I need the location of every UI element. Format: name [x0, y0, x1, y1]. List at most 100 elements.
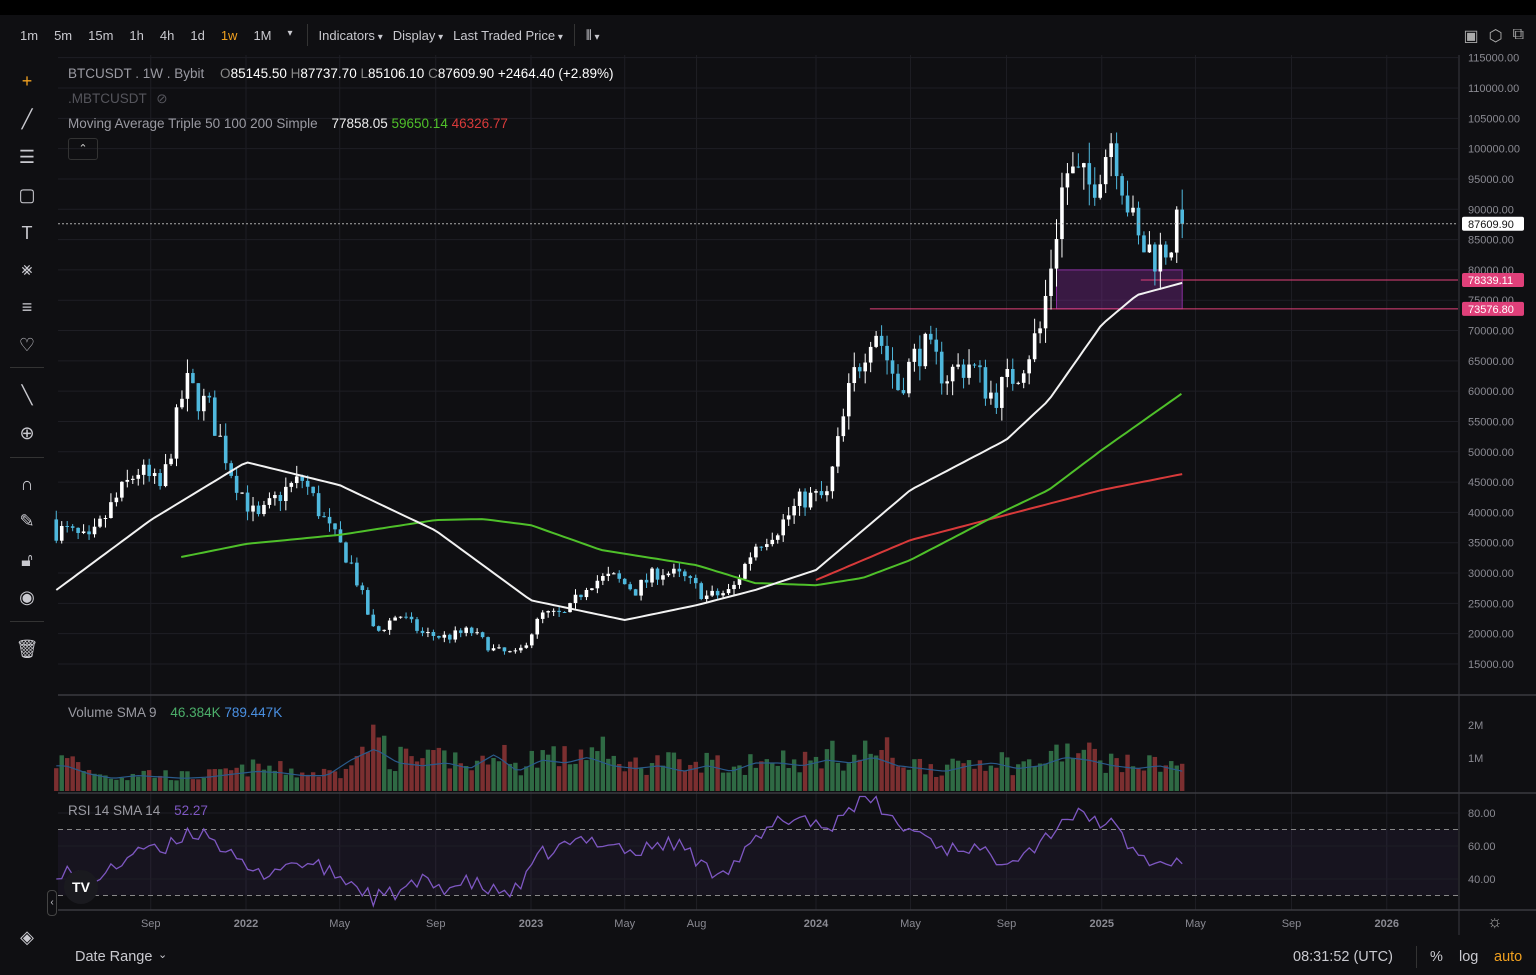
- pattern-icon[interactable]: ⨳: [21, 258, 33, 279]
- candle-body: [333, 523, 337, 530]
- candle-body: [98, 518, 102, 527]
- volume-bar: [245, 776, 250, 791]
- display-dropdown[interactable]: Display: [388, 28, 448, 43]
- candle: [759, 546, 764, 551]
- candle-body: [273, 494, 277, 499]
- ruler-icon[interactable]: ╲: [21, 384, 33, 405]
- candle: [562, 611, 567, 614]
- heart-icon[interactable]: ♡: [18, 334, 36, 355]
- timeframe-5m[interactable]: 5m: [54, 27, 73, 43]
- candle: [863, 353, 867, 384]
- candle-body: [398, 616, 403, 618]
- candle-body: [1071, 166, 1075, 174]
- trendline-icon[interactable]: ╱: [21, 108, 33, 129]
- candle-body: [759, 546, 764, 548]
- candle-body: [447, 634, 452, 640]
- settings-icon[interactable]: ⬡: [1488, 28, 1503, 45]
- volume-bar: [354, 755, 360, 791]
- volume-bar: [944, 764, 950, 791]
- timeframe-1h[interactable]: 1h: [129, 27, 144, 43]
- candle: [327, 508, 332, 532]
- candle-body: [387, 620, 392, 630]
- candle-body: [349, 562, 354, 564]
- candle: [278, 491, 283, 512]
- rectangle-icon[interactable]: ▢: [18, 184, 36, 205]
- candle-body: [256, 505, 261, 515]
- candle-body: [868, 346, 873, 363]
- candles-icon[interactable]: ⫴: [581, 27, 605, 44]
- zoom-in-icon[interactable]: ⊕: [19, 422, 35, 443]
- timeframe-1M[interactable]: 1M: [253, 27, 272, 43]
- text-icon[interactable]: T: [21, 222, 33, 243]
- candle-body: [693, 577, 698, 584]
- lock-drawing-icon[interactable]: ✎: [19, 510, 35, 531]
- candle: [240, 492, 244, 495]
- date-range-dropdown[interactable]: Date Range: [75, 949, 153, 965]
- candle-body: [305, 480, 310, 487]
- candle: [87, 525, 91, 540]
- percent-toggle[interactable]: %: [1430, 949, 1443, 965]
- volume-bar: [742, 774, 748, 791]
- candle-body: [1027, 359, 1031, 374]
- candle-body: [529, 634, 534, 646]
- candle: [956, 353, 960, 370]
- candle-body: [409, 616, 414, 620]
- auto-toggle[interactable]: auto: [1494, 949, 1523, 965]
- volume-bar: [168, 780, 174, 791]
- volume-bar: [666, 752, 671, 791]
- fullscreen-icon[interactable]: ⧉: [1512, 26, 1524, 43]
- candle: [972, 362, 977, 369]
- price-tick-label: 60000.00: [1468, 386, 1514, 398]
- candle-body: [726, 589, 731, 594]
- volume-bar: [633, 757, 638, 791]
- position-icon[interactable]: ≡: [21, 296, 33, 317]
- volume-bar: [1108, 753, 1114, 791]
- candle-body: [1158, 244, 1163, 272]
- candle-body: [748, 557, 753, 564]
- volume-bar: [1021, 761, 1026, 791]
- candle: [1082, 162, 1086, 190]
- chart-canvas[interactable]: 115000.00 110000.00 105000.00 100000.00 9500…: [0, 0, 1536, 940]
- collapse-legend-button[interactable]: ⌃: [68, 138, 98, 160]
- timeframe-more-icon[interactable]: ▾: [287, 27, 293, 39]
- log-toggle[interactable]: log: [1459, 949, 1479, 965]
- price-source-dropdown[interactable]: Last Traded Price: [448, 28, 568, 43]
- candle: [141, 459, 146, 485]
- crosshair-icon[interactable]: +: [21, 70, 33, 91]
- indicators-dropdown[interactable]: Indicators: [314, 28, 388, 43]
- candle-body: [223, 435, 228, 464]
- volume-bar: [414, 761, 420, 791]
- axis-settings-icon[interactable]: ☼: [1487, 912, 1503, 931]
- candle-body: [180, 398, 184, 408]
- timeframe-15m[interactable]: 15m: [88, 27, 114, 43]
- eye-icon[interactable]: ◉: [19, 586, 35, 607]
- candle-body: [1087, 163, 1092, 185]
- fib-lines-icon[interactable]: ☰: [18, 146, 36, 167]
- candle-body: [994, 392, 999, 408]
- volume-bar: [376, 737, 381, 791]
- volume-bar: [551, 746, 556, 791]
- scroll-left-button[interactable]: ‹: [47, 890, 57, 916]
- timeframe-1m[interactable]: 1m: [20, 27, 39, 43]
- camera-icon[interactable]: ▣: [1463, 28, 1479, 45]
- hidden-eye-icon[interactable]: ⊘: [156, 91, 168, 106]
- tradingview-logo[interactable]: TV: [64, 870, 98, 904]
- candle: [846, 373, 851, 430]
- candle-body: [879, 335, 884, 346]
- volume-bar: [365, 752, 371, 791]
- timeframe-1d[interactable]: 1d: [190, 27, 205, 43]
- unlock-icon[interactable]: 🔓︎: [21, 549, 33, 570]
- magnet-icon[interactable]: ∩: [20, 473, 34, 494]
- candle-body: [896, 373, 900, 391]
- timeframe-1w[interactable]: 1w: [220, 27, 238, 43]
- candle-body: [92, 526, 97, 535]
- volume-bar: [726, 772, 731, 791]
- trash-icon[interactable]: 🗑︎: [15, 638, 39, 659]
- candle: [256, 501, 261, 517]
- timeframe-4h[interactable]: 4h: [159, 27, 175, 43]
- layers-icon[interactable]: ◈: [20, 926, 34, 947]
- volume-bar: [660, 765, 666, 791]
- candle-body: [267, 498, 272, 505]
- candle: [109, 493, 113, 519]
- volume-bar: [928, 764, 933, 791]
